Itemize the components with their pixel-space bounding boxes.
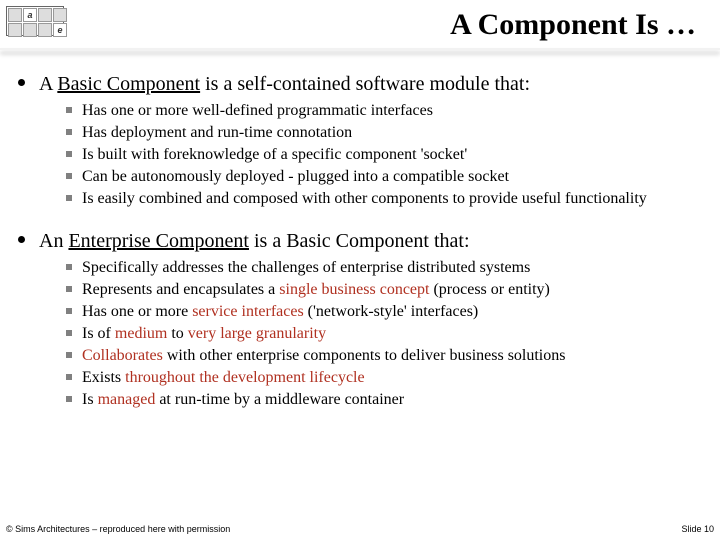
text: Represents and encapsulates a: [82, 281, 279, 298]
list-item-text: Is of medium to very large granularity: [82, 324, 326, 344]
list-item-text: Can be autonomously deployed - plugged i…: [82, 167, 509, 187]
list-item: Specifically addresses the challenges of…: [66, 258, 702, 278]
text: Is built with foreknowledge of a specifi…: [82, 146, 467, 163]
list-item: Can be autonomously deployed - plugged i…: [66, 167, 702, 187]
sub-bullet-icon: [66, 396, 72, 402]
highlight-text: very large granularity: [188, 325, 326, 342]
list-item-text: Is managed at run-time by a middleware c…: [82, 390, 404, 410]
text: Is easily combined and composed with oth…: [82, 190, 647, 207]
list-item-text: Has deployment and run-time connotation: [82, 123, 352, 143]
text: Specifically addresses the challenges of…: [82, 259, 530, 276]
highlight-text: service interfaces: [192, 303, 303, 320]
list-item: Has deployment and run-time connotation: [66, 123, 702, 143]
text: to: [167, 325, 187, 342]
text: Has one or more: [82, 303, 192, 320]
section-basic-component: A Basic Component is a self-contained so…: [18, 72, 702, 97]
sub-bullet-icon: [66, 286, 72, 292]
footer-copyright: © Sims Architectures – reproduced here w…: [6, 524, 230, 534]
list-item-text: Has one or more service interfaces ('net…: [82, 302, 478, 322]
sub-bullet-icon: [66, 107, 72, 113]
list-item-text: Represents and encapsulates a single bus…: [82, 280, 550, 300]
slide-title: A Component Is …: [450, 8, 696, 42]
bullet-icon: [18, 79, 25, 86]
sub-bullet-icon: [66, 195, 72, 201]
list-item-text: Exists throughout the development lifecy…: [82, 368, 365, 388]
list-item-text: Specifically addresses the challenges of…: [82, 258, 530, 278]
list-item: Is managed at run-time by a middleware c…: [66, 390, 702, 410]
text: Has deployment and run-time connotation: [82, 124, 352, 141]
highlight-text: Collaborates: [82, 347, 163, 364]
list-item: Is of medium to very large granularity: [66, 324, 702, 344]
text: Has one or more well-defined programmati…: [82, 102, 433, 119]
text: Is of: [82, 325, 115, 342]
sub-bullet-icon: [66, 129, 72, 135]
text: is a self-contained software module that…: [200, 73, 530, 95]
text: (process or entity): [429, 281, 549, 298]
term-basic-component: Basic Component: [57, 73, 200, 95]
bullet-icon: [18, 236, 25, 243]
section-enterprise-heading: An Enterprise Component is a Basic Compo…: [39, 229, 470, 254]
list-item: Is built with foreknowledge of a specifi…: [66, 145, 702, 165]
list-item-text: Collaborates with other enterprise compo…: [82, 346, 565, 366]
text: A: [39, 73, 57, 95]
sub-bullet-icon: [66, 151, 72, 157]
list-item-text: Is easily combined and composed with oth…: [82, 189, 647, 209]
sub-bullet-icon: [66, 352, 72, 358]
section-enterprise-component: An Enterprise Component is a Basic Compo…: [18, 229, 702, 254]
list-item: Has one or more service interfaces ('net…: [66, 302, 702, 322]
text: at run-time by a middleware container: [155, 391, 404, 408]
highlight-text: medium: [115, 325, 167, 342]
list-item-text: Is built with foreknowledge of a specifi…: [82, 145, 467, 165]
enterprise-bullets: Specifically addresses the challenges of…: [66, 258, 702, 410]
section-basic-heading: A Basic Component is a self-contained so…: [39, 72, 530, 97]
text: Is: [82, 391, 98, 408]
text: is a Basic Component that:: [249, 230, 470, 252]
text: ('network-style' interfaces): [304, 303, 479, 320]
highlight-text: single business concept: [279, 281, 429, 298]
sub-bullet-icon: [66, 308, 72, 314]
highlight-text: managed: [98, 391, 156, 408]
text: with other enterprise components to deli…: [163, 347, 566, 364]
list-item: Has one or more well-defined programmati…: [66, 101, 702, 121]
slide-content: A Basic Component is a self-contained so…: [18, 72, 702, 418]
sub-bullet-icon: [66, 374, 72, 380]
logo-letter-e: e: [53, 23, 67, 37]
text: An: [39, 230, 68, 252]
text: Exists: [82, 369, 125, 386]
list-item: Is easily combined and composed with oth…: [66, 189, 702, 209]
logo-letter-a: a: [23, 8, 37, 22]
sub-bullet-icon: [66, 173, 72, 179]
list-item: Exists throughout the development lifecy…: [66, 368, 702, 388]
list-item: Collaborates with other enterprise compo…: [66, 346, 702, 366]
term-enterprise-component: Enterprise Component: [68, 230, 249, 252]
sub-bullet-icon: [66, 330, 72, 336]
sub-bullet-icon: [66, 264, 72, 270]
text: Can be autonomously deployed - plugged i…: [82, 168, 509, 185]
basic-bullets: Has one or more well-defined programmati…: [66, 101, 702, 209]
highlight-text: throughout the development lifecycle: [125, 369, 364, 386]
list-item-text: Has one or more well-defined programmati…: [82, 101, 433, 121]
list-item: Represents and encapsulates a single bus…: [66, 280, 702, 300]
logo: a e: [6, 6, 64, 36]
footer-slide-number: Slide 10: [681, 524, 714, 534]
title-divider: [0, 48, 720, 50]
